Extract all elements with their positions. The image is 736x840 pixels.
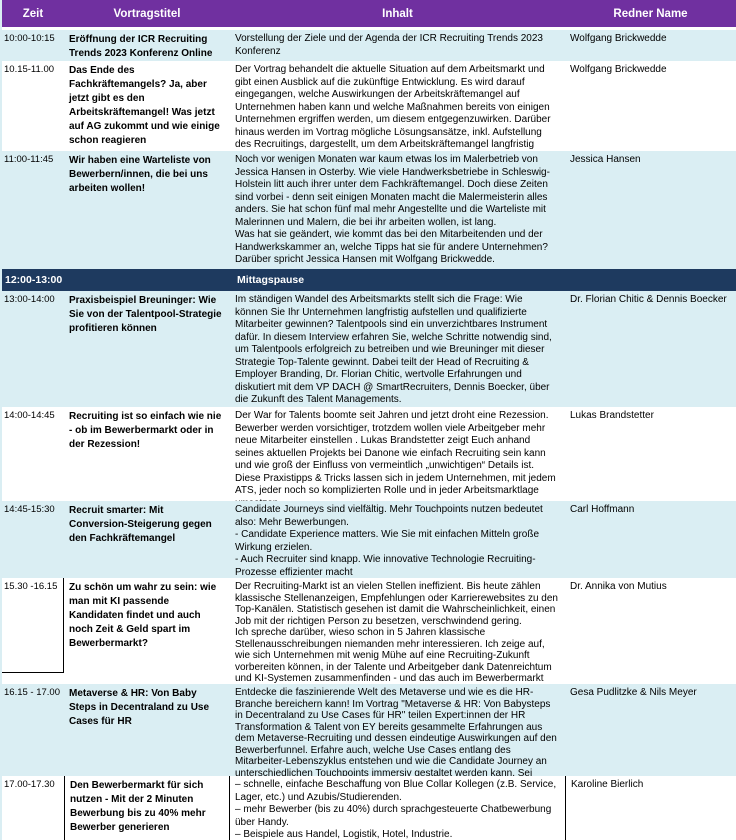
table-row: 16.15 - 17.00 Metaverse & HR: Von Baby S… xyxy=(2,684,736,776)
table-row: 17.00-17.30 Den Bewerbermarkt für sich n… xyxy=(2,776,736,840)
session-speaker: Karoline Bierlich xyxy=(565,776,736,840)
session-speaker: Gesa Pudlitzke & Nils Meyer xyxy=(570,687,697,698)
session-time: 15.30 -16.15 xyxy=(4,581,58,592)
session-time: 10.15-11.00 xyxy=(4,64,55,75)
session-time: 14:00-14:45 xyxy=(4,410,55,421)
session-title: Recruit smarter: Mit Conversion-Steigeru… xyxy=(69,505,212,544)
session-speaker: Carl Hoffmann xyxy=(570,504,635,515)
header-divider xyxy=(2,27,736,30)
session-title: Wir haben eine Warteliste von Bewerbern/… xyxy=(69,155,211,194)
lunch-time: 12:00-13:00 xyxy=(5,274,63,286)
session-speaker: Dr. Florian Chitic & Dennis Boecker xyxy=(570,294,727,305)
column-header-redner-name: Redner Name xyxy=(613,7,688,20)
session-speaker: Jessica Hansen xyxy=(570,154,641,165)
table-row: 10.15-11.00 Das Ende des Fachkräftemange… xyxy=(2,61,736,151)
session-speaker: Dr. Annika von Mutius xyxy=(570,581,667,592)
session-title: Praxisbeispiel Breuninger: Wie Sie von d… xyxy=(69,295,222,334)
session-content: Im ständigen Wandel des Arbeitsmarkts st… xyxy=(235,294,552,405)
session-time: 14:45-15:30 xyxy=(4,504,55,515)
lunch-break-row: 12:00-13:00 Mittagspause xyxy=(2,269,736,291)
session-speaker: Lukas Brandstetter xyxy=(570,410,654,421)
session-content: – schnelle, einfache Beschaffung von Blu… xyxy=(235,779,557,840)
session-time: 11:00-11:45 xyxy=(4,154,54,165)
column-header-vortragstitel: Vortragstitel xyxy=(113,7,181,20)
session-speaker: Wolfgang Brickwedde xyxy=(570,33,667,44)
column-header-inhalt: Inhalt xyxy=(382,7,413,20)
table-row: 13:00-14:00 Praxisbeispiel Breuninger: W… xyxy=(2,291,736,407)
session-title: Eröffnung der ICR Recruiting Trends 2023… xyxy=(69,34,213,59)
column-header-zeit: Zeit xyxy=(22,7,44,20)
session-content: Der War for Talents boomte seit Jahren u… xyxy=(235,410,556,501)
table-row: 15.30 -16.15 Zu schön um wahr zu sein: w… xyxy=(2,578,736,684)
table-row: 14:45-15:30 Recruit smarter: Mit Convers… xyxy=(2,501,736,578)
session-time: 10:00-10:15 xyxy=(4,33,55,44)
session-title: Das Ende des Fachkräftemangels? Ja, aber… xyxy=(69,65,220,146)
session-content: Noch vor wenigen Monaten war kaum etwas … xyxy=(235,154,550,265)
session-content: Der Vortrag behandelt die aktuelle Situa… xyxy=(235,64,551,150)
session-time: 13:00-14:00 xyxy=(4,294,55,305)
table-row: 14:00-14:45 Recruiting ist so einfach wi… xyxy=(2,407,736,501)
session-time: 16.15 - 17.00 xyxy=(4,687,60,698)
session-title: Metaverse & HR: Von Baby Steps in Decent… xyxy=(69,688,210,727)
session-content: Candidate Journeys sind vielfältig. Mehr… xyxy=(235,504,543,578)
table-row: 11:00-11:45 Wir haben eine Warteliste vo… xyxy=(2,151,736,269)
session-title: Den Bewerbermarkt für sich nutzen - Mit … xyxy=(64,776,230,840)
table-row: 10:00-10:15 Eröffnung der ICR Recruiting… xyxy=(2,30,736,61)
lunch-label: Mittagspause xyxy=(237,274,305,286)
session-content: Vorstellung der Ziele und der Agenda der… xyxy=(235,33,543,57)
session-content: Der Recruiting-Markt ist an vielen Stell… xyxy=(235,581,558,684)
session-speaker: Wolfgang Brickwedde xyxy=(570,64,667,75)
session-title: Zu schön um wahr zu sein: wie man mit KI… xyxy=(69,582,217,649)
session-title: Recruiting ist so einfach wie nie - ob i… xyxy=(69,411,222,450)
table-header-row: Zeit Vortragstitel Inhalt Redner Name xyxy=(2,0,736,27)
session-time: 17.00-17.30 xyxy=(4,779,55,790)
session-content: Entdecke die faszinierende Welt des Meta… xyxy=(235,687,557,776)
